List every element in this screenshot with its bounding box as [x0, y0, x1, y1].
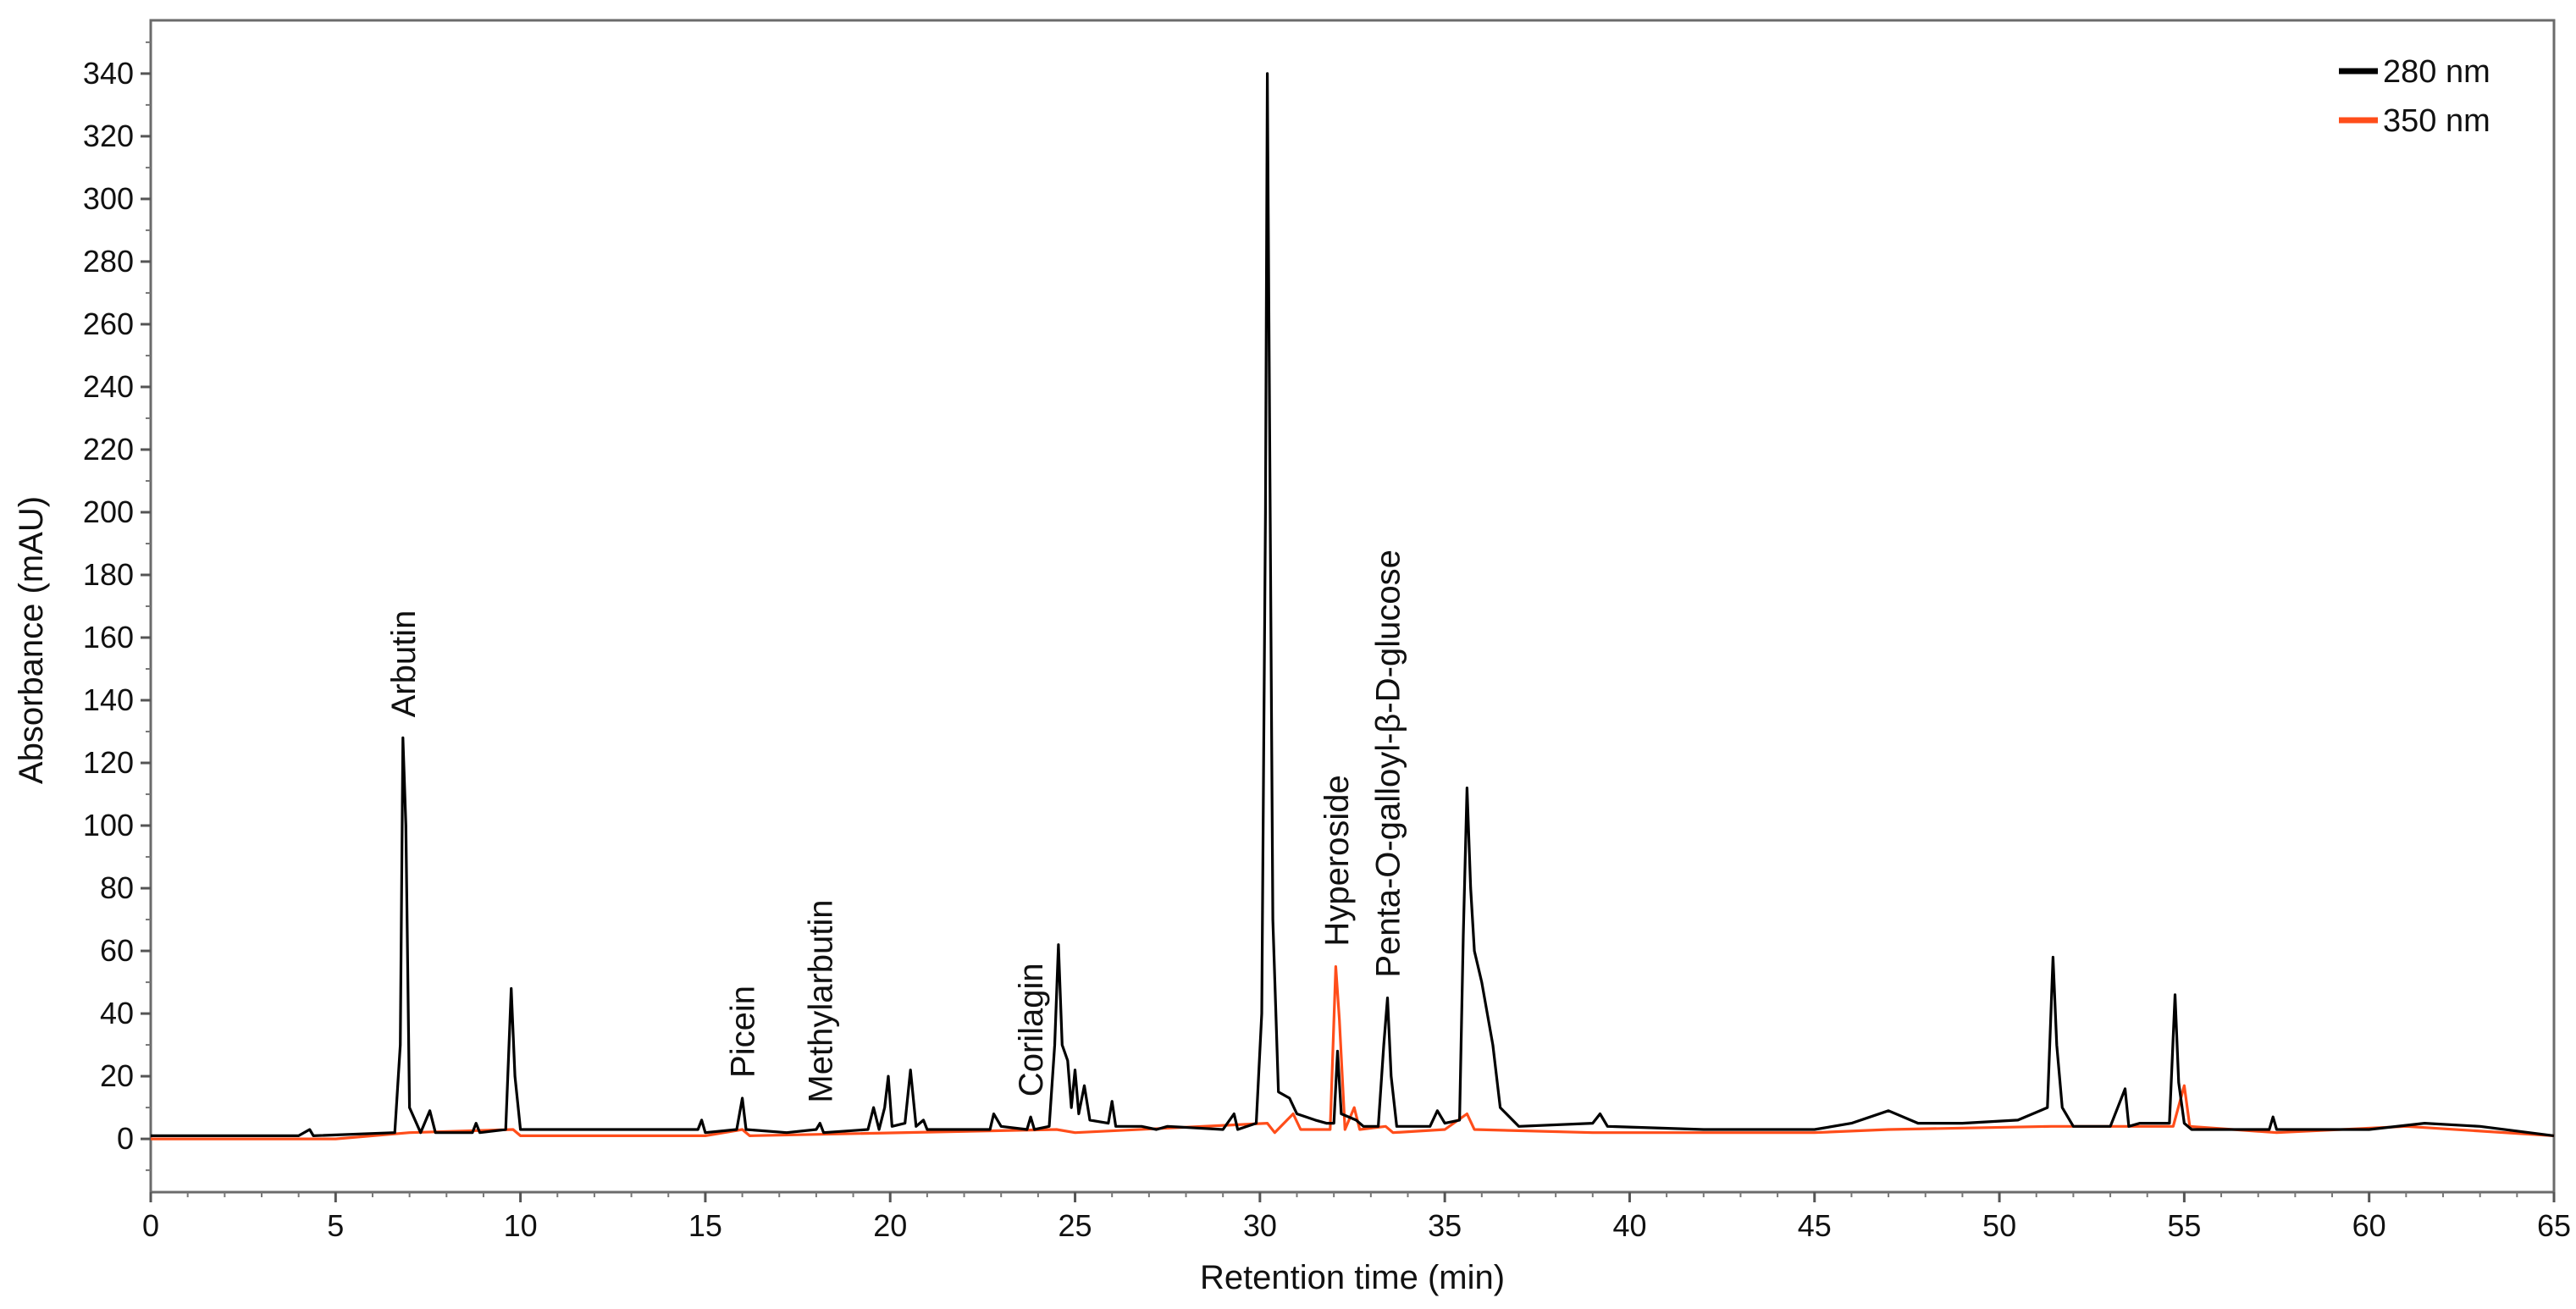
x-tick-label: 30: [1243, 1208, 1277, 1243]
x-tick-label: 45: [1798, 1208, 1832, 1243]
x-tick-label: 20: [873, 1208, 907, 1243]
y-tick-label: 80: [100, 870, 134, 905]
x-tick-label: 5: [327, 1208, 344, 1243]
y-tick-label: 280: [83, 244, 134, 279]
y-tick-label: 20: [100, 1058, 134, 1093]
y-axis: 0 20 40 60 80 100 120 140 160 180 200 220 240 260 280 3…: [83, 41, 151, 1172]
y-tick-label: 200: [83, 494, 134, 529]
y-tick-label: 0: [117, 1121, 134, 1156]
peak-label-hyperoside: Hyperoside: [1318, 775, 1356, 946]
y-axis-title: Absorbance (mAU): [13, 496, 50, 784]
x-axis: 0 5 10 15 20 25 30 35 40 45 50 55 60 65: [142, 1192, 2571, 1243]
x-tick-label: 10: [504, 1208, 538, 1243]
y-tick-label: 220: [83, 432, 134, 467]
y-tick-label: 320: [83, 119, 134, 153]
x-axis-title: Retention time (min): [1200, 1259, 1505, 1296]
series-lines: [151, 72, 2555, 1141]
y-tick-label: 40: [100, 996, 134, 1030]
peak-label-methylarbutin: Methylarbutin: [802, 899, 839, 1102]
y-tick-label: 60: [100, 933, 134, 968]
peak-label-penta-o-galloyl-d-glucose: Penta-O-galloyl-β-D-glucose: [1369, 550, 1407, 977]
y-tick-label: 120: [83, 745, 134, 780]
x-tick-label: 35: [1428, 1208, 1462, 1243]
legend-label-280-nm: 280 nm: [2383, 54, 2490, 90]
y-tick-label: 100: [83, 808, 134, 842]
x-tick-label: 65: [2537, 1208, 2571, 1243]
peak-annotations: Arbutin Picein Methylarbutin Corilagin Hyper…: [385, 550, 1407, 1102]
x-tick-label: 25: [1059, 1208, 1092, 1243]
y-tick-label: 240: [83, 369, 134, 404]
peak-label-corilagin: Corilagin: [1013, 963, 1050, 1096]
peak-label-picein: Picein: [725, 986, 762, 1078]
x-tick-label: 40: [1612, 1208, 1646, 1243]
peak-label-arbutin: Arbutin: [385, 610, 423, 718]
legend-label-350-nm: 350 nm: [2383, 103, 2490, 139]
y-tick-label: 140: [83, 682, 134, 717]
x-tick-label: 60: [2352, 1208, 2386, 1243]
x-tick-label: 0: [142, 1208, 159, 1243]
x-tick-label: 50: [1982, 1208, 2016, 1243]
y-tick-label: 300: [83, 181, 134, 216]
y-tick-label: 180: [83, 557, 134, 592]
y-tick-label: 340: [83, 56, 134, 91]
x-tick-label: 55: [2167, 1208, 2201, 1243]
legend: 280 nm 350 nm: [2339, 54, 2490, 139]
y-tick-label: 160: [83, 620, 134, 654]
series-line-280-nm: [151, 72, 2555, 1137]
y-tick-label: 260: [83, 307, 134, 341]
x-tick-label: 15: [688, 1208, 722, 1243]
